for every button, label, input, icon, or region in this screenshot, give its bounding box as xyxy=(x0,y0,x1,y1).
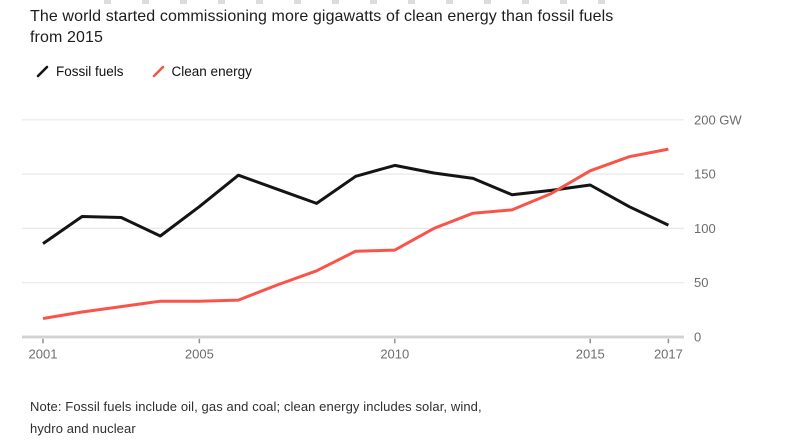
clean-energy-line-mark-icon xyxy=(152,65,164,78)
y-axis-tick-label: 150 xyxy=(694,167,716,182)
chart-title-line1: The world started commissioning more gig… xyxy=(30,8,614,25)
clean-energy-line xyxy=(42,147,669,320)
footnote: Note: Fossil fuels include oil, gas and … xyxy=(30,396,670,439)
chart-canvas: 200 GW 150 100 50 0 2001 2005 2010 2015 2017 xyxy=(22,112,742,362)
legend: Fossil fuels Clean energy xyxy=(36,64,252,79)
footnote-line1: Note: Fossil fuels include oil, gas and … xyxy=(30,399,482,414)
x-axis-tick-label: 2001 xyxy=(29,347,58,362)
y-axis-tick-label: 0 xyxy=(694,330,701,345)
legend-item-fossil-fuels: Fossil fuels xyxy=(36,64,124,79)
y-axis-tick-label: 100 xyxy=(694,221,716,236)
x-axis-tick-label: 2005 xyxy=(185,347,214,362)
y-axis-tick-label: 200 GW xyxy=(694,112,742,127)
fossil-fuels-line-mark-icon xyxy=(36,65,49,78)
chart-title: The world started commissioning more gig… xyxy=(30,6,800,48)
legend-label-fossil-fuels: Fossil fuels xyxy=(56,64,124,79)
chart-area: 200 GW 150 100 50 0 2001 2005 2010 2015 2017 xyxy=(0,94,800,372)
x-axis-line xyxy=(22,335,684,339)
x-axis-tick-label: 2015 xyxy=(576,347,605,362)
fossil-fuels-line xyxy=(42,163,670,245)
y-axis-tick-label: 50 xyxy=(694,275,708,290)
x-axis-tick-label: 2017 xyxy=(654,347,683,362)
legend-label-clean-energy: Clean energy xyxy=(171,64,252,79)
clipped-text-remnant xyxy=(104,0,624,4)
chart-title-line2: from 2015 xyxy=(30,29,103,46)
legend-item-clean-energy: Clean energy xyxy=(152,64,252,79)
x-axis-tick-label: 2010 xyxy=(380,347,409,362)
footnote-line2: hydro and nuclear xyxy=(30,420,136,436)
